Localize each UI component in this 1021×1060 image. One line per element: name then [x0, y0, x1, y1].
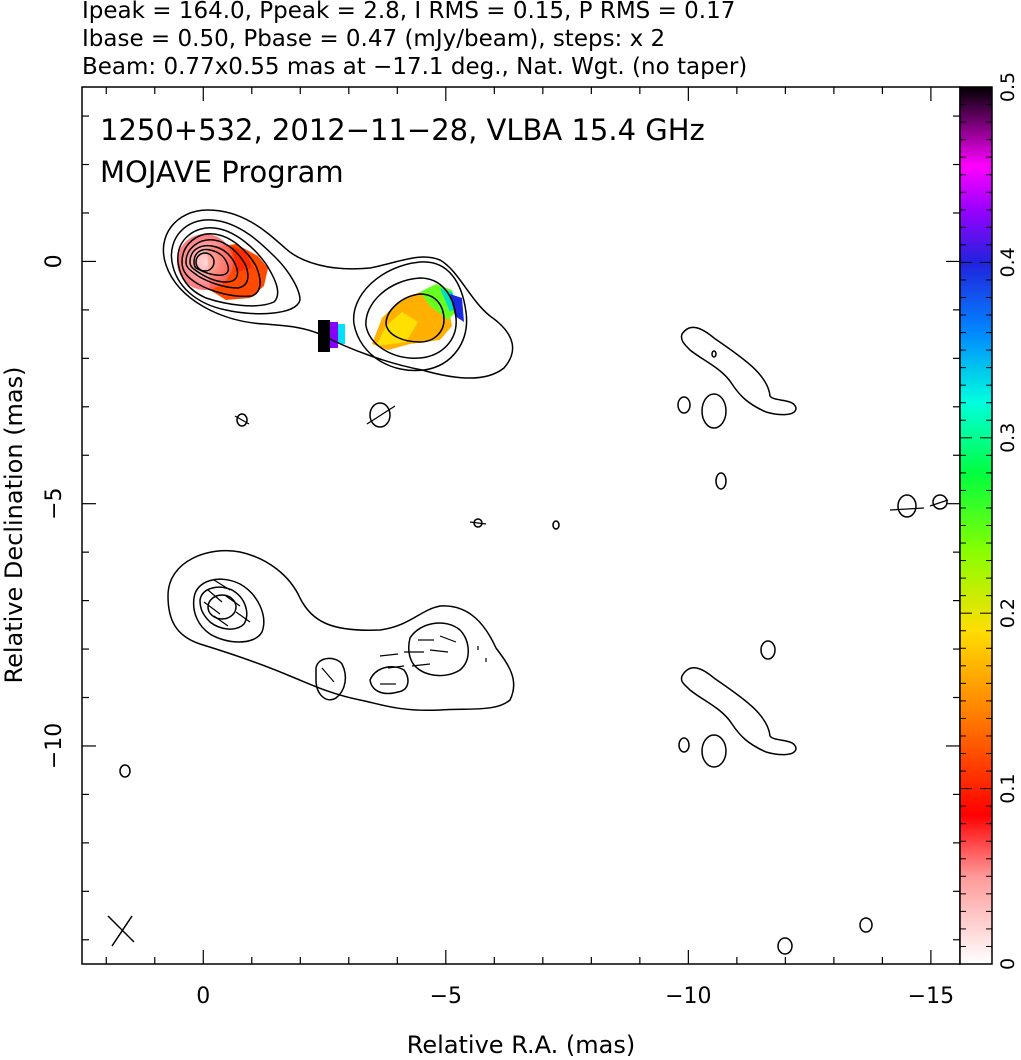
noise-contour — [711, 350, 717, 358]
colorbar-tick-label: 0 — [997, 958, 1019, 970]
evpa-vectors — [203, 405, 949, 685]
core-contour — [189, 244, 239, 283]
evpa-vector — [213, 615, 229, 627]
core-contour — [181, 233, 261, 298]
lower-knot-contour — [315, 657, 347, 701]
y-axis-label: Relative Declination (mas) — [0, 366, 28, 683]
jet-knot-contour — [352, 261, 468, 372]
colorbar-tick-label: 0.4 — [997, 247, 1019, 277]
noise-contour — [859, 917, 873, 933]
evpa-vector — [321, 667, 335, 683]
colorbar-tick-label: 0.3 — [997, 423, 1019, 453]
contour-lowest-lower — [167, 549, 515, 712]
y-tick-label: −5 — [42, 487, 67, 519]
evpa-vector — [889, 507, 925, 511]
noise-contour — [701, 734, 727, 768]
noise-contour — [701, 393, 727, 429]
intensity-contours — [119, 209, 948, 955]
header-line-2: Ibase = 0.50, Pbase = 0.47 (mJy/beam), s… — [82, 26, 665, 52]
jet-knot-contour — [385, 293, 445, 343]
colorbar-tick-label: 0.2 — [997, 598, 1019, 628]
x-tick-labels: 0 −5 −10 −15 — [196, 984, 954, 1009]
noise-contour — [897, 494, 917, 518]
jet-knot-contour — [365, 277, 457, 359]
x-axis-label: Relative R.A. (mas) — [407, 1031, 635, 1059]
colorbar-ticks — [960, 86, 992, 965]
noise-contour — [932, 494, 948, 510]
noise-contour — [760, 640, 776, 660]
evpa-vector — [379, 653, 399, 657]
evpa-vector — [929, 499, 949, 507]
lower-knot-contour — [369, 666, 409, 695]
header-line-1: Ipeak = 164.0, Ppeak = 2.8, I RMS = 0.15… — [82, 0, 735, 24]
noise-contour — [678, 737, 690, 753]
x-tick-label: −15 — [908, 984, 954, 1009]
evpa-vector — [429, 649, 449, 653]
noise-contour — [119, 764, 131, 778]
evpa-vector — [234, 415, 250, 425]
x-tick-label: 0 — [196, 984, 210, 1009]
core-contour — [177, 227, 279, 307]
cyan-pixel-patch — [338, 324, 345, 344]
noise-contour — [680, 326, 797, 416]
colorbar-tick-label: 0.5 — [997, 72, 1019, 102]
x-tick-label: −10 — [665, 984, 711, 1009]
evpa-vector — [235, 611, 251, 623]
noise-contour — [715, 472, 727, 490]
contour-lowest-upper — [162, 209, 514, 379]
colorbar-tick-labels: 0 0.1 0.2 0.3 0.4 0.5 — [997, 72, 1019, 970]
beam-major-axis — [107, 915, 135, 943]
core-contour — [193, 248, 230, 276]
core-contour-peak — [195, 252, 215, 272]
core-contour — [170, 219, 301, 315]
noise-contour — [680, 667, 797, 756]
y-tick-label: −10 — [42, 723, 67, 769]
evpa-vector — [225, 595, 241, 607]
beam-minor-axis — [111, 915, 133, 947]
axis-ticks — [82, 87, 960, 964]
header-line-3: Beam: 0.77x0.55 mas at −17.1 deg., Nat. … — [82, 54, 747, 80]
beam-symbol — [107, 915, 135, 947]
noise-contour — [552, 520, 560, 530]
x-tick-label: −5 — [430, 984, 462, 1009]
core-contour — [185, 239, 249, 289]
evpa-vector — [366, 405, 396, 425]
evpa-vector — [469, 521, 487, 525]
noise-contour — [369, 402, 391, 428]
lower-knot-contour — [407, 622, 469, 677]
program-annotation: MOJAVE Program — [100, 155, 344, 189]
noise-contour — [236, 413, 248, 427]
source-annotation: 1250+532, 2012−11−28, VLBA 15.4 GHz — [100, 113, 705, 147]
plot-frame — [81, 86, 961, 965]
colorbar-tick-label: 0.1 — [997, 773, 1019, 803]
violet-pixel-patch — [330, 322, 338, 348]
lower-core-contour — [199, 586, 248, 630]
noise-contour — [677, 396, 691, 414]
lower-core-contour — [192, 578, 265, 643]
y-tick-labels: 0 −5 −10 — [42, 254, 67, 769]
evpa-vector — [213, 579, 231, 591]
evpa-vector — [439, 635, 457, 643]
lower-core-contour — [207, 594, 237, 620]
evpa-vector — [207, 589, 223, 603]
evpa-vector — [387, 665, 405, 669]
y-tick-label: 0 — [42, 254, 67, 268]
knot-polarization-yellow — [376, 312, 418, 346]
evpa-vector — [203, 601, 221, 615]
noise-contour — [777, 937, 793, 955]
knot-polarization-blue — [450, 294, 464, 322]
evpa-vector — [411, 663, 431, 667]
